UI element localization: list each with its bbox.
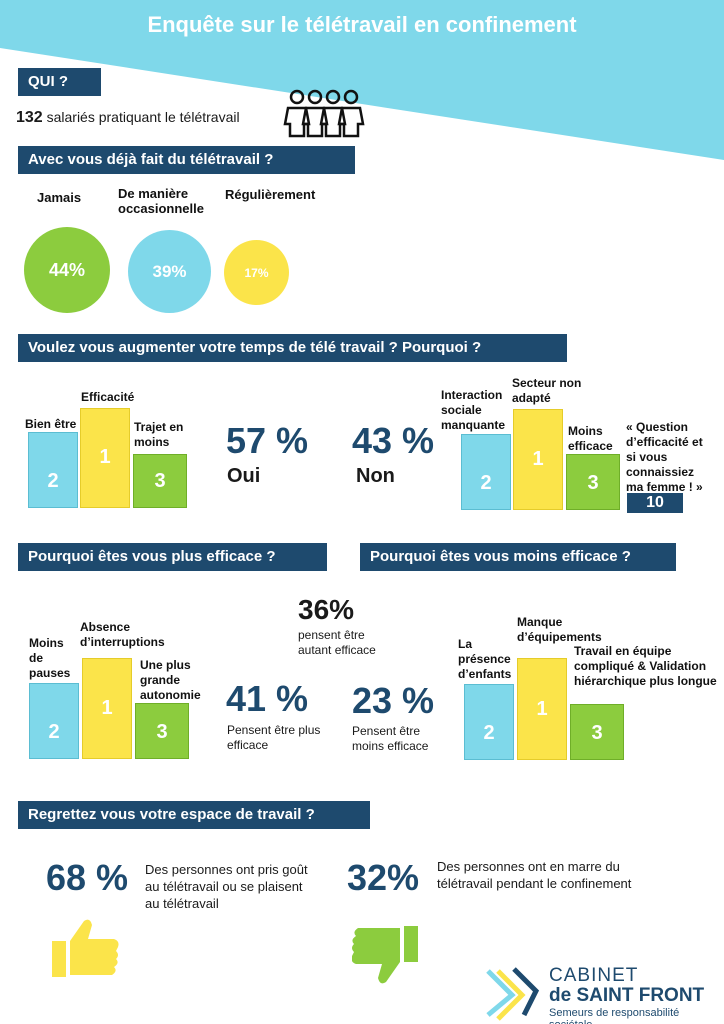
moins-label-travail-equipe: Travail en équipe compliqué & Validation… bbox=[574, 644, 717, 688]
plus-rank-autonomie: 3 bbox=[156, 721, 168, 743]
non-rank-interaction: 2 bbox=[480, 472, 492, 494]
oui-label-bien-etre: Bien être bbox=[25, 417, 77, 431]
qui-text: salariés pratiquant le télétravail bbox=[46, 109, 240, 125]
regret-pos-text: Des personnes ont pris goût au télétrava… bbox=[145, 862, 308, 911]
oui-percent: 57 % bbox=[226, 420, 309, 461]
autant-percent: 36% bbox=[298, 594, 355, 625]
non-bar-interaction: 2 bbox=[461, 434, 511, 510]
moins-bar-equipements: 1 bbox=[517, 658, 567, 760]
non-label-secteur: Secteur non adapté bbox=[512, 376, 582, 405]
cabinet-logo-mark bbox=[486, 967, 540, 1021]
non-percent: 43 % bbox=[352, 420, 435, 461]
deja-label-jamais: Jamais bbox=[37, 190, 82, 205]
regret-neg-text: Des personnes ont en marre du télétravai… bbox=[437, 859, 632, 891]
quote-rank-badge: 10 bbox=[627, 493, 683, 513]
plus-percent: 41 % bbox=[226, 678, 309, 719]
qui-line: 132 salariés pratiquant le télétravail bbox=[16, 109, 240, 127]
augmenter-header: Voulez vous augmenter votre temps de tél… bbox=[18, 334, 567, 362]
regulierement-circle: 17% bbox=[224, 240, 289, 305]
regret-neg-percent: 32% bbox=[347, 857, 420, 898]
autant-text: pensent être autant efficace bbox=[298, 628, 376, 657]
non-label: Non bbox=[356, 465, 395, 487]
deja-label-occasionnelle: De manière occasionnelle bbox=[118, 186, 204, 216]
oui-bar-efficacite: 1 bbox=[80, 408, 130, 508]
plus-rank-pauses: 2 bbox=[48, 721, 60, 743]
moins-percent: 23 % bbox=[352, 680, 435, 721]
page-title: Enquête sur le télétravail en confinemen… bbox=[147, 12, 577, 37]
people-group-icon bbox=[283, 89, 365, 138]
non-rank-secteur: 1 bbox=[532, 448, 544, 470]
non-bar-moins-efficace: 3 bbox=[566, 454, 620, 510]
non-quote: « Question d’efficacité et si vous conna… bbox=[626, 420, 703, 494]
qui-count: 132 bbox=[16, 109, 43, 126]
deja-label-regulierement: Régulièrement bbox=[225, 187, 316, 202]
non-label-interaction: Interaction sociale manquante bbox=[441, 388, 506, 432]
regret-pos-percent: 68 % bbox=[46, 857, 129, 898]
thumbs-up-icon bbox=[52, 919, 119, 977]
oui-rank-trajet: 3 bbox=[154, 470, 166, 492]
oui-label-trajet: Trajet en moins bbox=[134, 420, 184, 449]
moins-rank-enfants: 2 bbox=[483, 722, 495, 744]
moins-label-equipements: Manque d’équipements bbox=[517, 615, 602, 644]
oui-bar-bien-etre: 2 bbox=[28, 432, 78, 508]
thumbs-down-icon bbox=[352, 926, 418, 984]
logo-line2: de SAINT FRONT bbox=[549, 985, 705, 1006]
non-bar-secteur: 1 bbox=[513, 409, 563, 510]
moins-bar-travail-equipe: 3 bbox=[570, 704, 624, 760]
plus-text: Pensent être plus efficace bbox=[227, 723, 321, 752]
jamais-circle: 44% bbox=[24, 227, 110, 313]
moins-rank-travail-equipe: 3 bbox=[591, 722, 603, 744]
plus-label-interruptions: Absence d’interruptions bbox=[80, 620, 165, 649]
plus-bar-pauses: 2 bbox=[29, 683, 79, 759]
deja-header: Avec vous déjà fait du télétravail ? bbox=[18, 146, 355, 174]
non-label-moins-efficace: Moins efficace bbox=[568, 424, 613, 453]
logo-tagline: Semeurs de responsabilité sociétale bbox=[549, 1007, 680, 1024]
occasionnelle-circle: 39% bbox=[128, 230, 211, 313]
oui-rank-efficacite: 1 bbox=[99, 446, 111, 468]
oui-rank-bien-etre: 2 bbox=[47, 470, 59, 492]
plus-efficace-header: Pourquoi êtes vous plus efficace ? bbox=[18, 543, 327, 571]
plus-label-pauses: Moins de pauses bbox=[29, 636, 71, 680]
plus-bar-autonomie: 3 bbox=[135, 703, 189, 759]
moins-label-enfants: La présence d’enfants bbox=[458, 637, 512, 681]
regret-header: Regrettez vous votre espace de travail ? bbox=[18, 801, 370, 829]
moins-rank-equipements: 1 bbox=[536, 698, 548, 720]
oui-bar-trajet: 3 bbox=[133, 454, 187, 508]
moins-efficace-header: Pourquoi êtes vous moins efficace ? bbox=[360, 543, 676, 571]
qui-header: QUI ? bbox=[18, 68, 101, 96]
plus-rank-interruptions: 1 bbox=[101, 697, 113, 719]
non-rank-moins-efficace: 3 bbox=[587, 472, 599, 494]
oui-label: Oui bbox=[227, 465, 261, 487]
title-banner bbox=[0, 0, 724, 160]
logo-line1: CABINET bbox=[549, 965, 639, 986]
oui-label-efficacite: Efficacité bbox=[81, 390, 135, 404]
moins-text: Pensent être moins efficace bbox=[352, 724, 429, 753]
plus-bar-interruptions: 1 bbox=[82, 658, 132, 759]
moins-bar-enfants: 2 bbox=[464, 684, 514, 760]
plus-label-autonomie: Une plus grande autonomie bbox=[140, 658, 201, 702]
